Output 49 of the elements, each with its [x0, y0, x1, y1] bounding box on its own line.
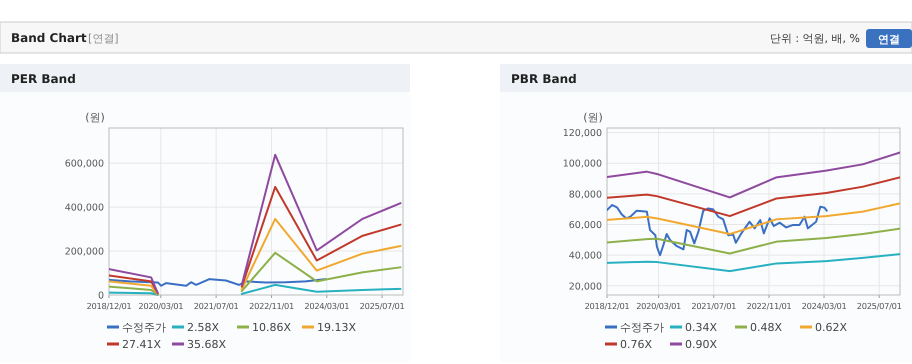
legend-label: 수정주가 — [620, 321, 664, 334]
x-tick-label: 2024/03/01 — [304, 301, 350, 311]
line-series — [607, 228, 900, 254]
y-axis-title: (원) — [85, 111, 105, 124]
legend-label: 27.41X — [122, 338, 162, 351]
x-tick-label: 2020/03/01 — [636, 301, 682, 311]
y-tick-label: 120,000 — [562, 128, 602, 140]
legend-label: 35.68X — [187, 338, 226, 351]
legend-label: 19.13X — [317, 321, 356, 334]
line-series — [607, 204, 828, 256]
x-tick-label: 2021/07/01 — [691, 301, 736, 311]
y-tick-label: 200,000 — [64, 246, 104, 258]
legend-label: 2.58X — [187, 321, 220, 334]
x-tick-label: 2018/12/01 — [584, 301, 630, 311]
line-series — [607, 152, 900, 198]
legend-label: 10.86X — [252, 321, 292, 334]
legend-label: 수정주가 — [122, 321, 166, 334]
x-tick-label: 2024/03/01 — [802, 301, 846, 311]
y-tick-label: 600,000 — [64, 158, 104, 170]
legend-label: 0.62X — [815, 321, 848, 334]
line-series — [607, 253, 900, 272]
x-tick-label: 2022/11/01 — [249, 301, 294, 311]
line-series — [607, 176, 900, 218]
line-series — [607, 202, 900, 236]
legend-label: 0.34X — [685, 321, 718, 334]
x-tick-label: 2022/11/01 — [746, 301, 792, 311]
text: Band Chart — [11, 31, 87, 45]
x-tick-label: 2025/07/01 — [360, 301, 405, 311]
y-tick-label: 100,000 — [562, 158, 602, 170]
y-tick-label: 40,000 — [568, 250, 602, 262]
chart-title: PER Band — [11, 72, 76, 86]
text: 연결 — [878, 33, 900, 46]
line-series — [109, 278, 327, 287]
y-tick-label: 80,000 — [568, 189, 602, 200]
text: 단위 : 억원, 배, % — [770, 32, 860, 45]
y-tick-label: 400,000 — [64, 202, 104, 214]
legend-label: 0.76X — [620, 338, 652, 351]
chart-title: PBR Band — [511, 72, 577, 86]
y-tick-label: 20,000 — [568, 281, 602, 292]
legend-label: 0.48X — [750, 321, 782, 334]
x-tick-label: 2020/03/01 — [138, 301, 184, 311]
x-tick-label: 2018/12/01 — [86, 301, 132, 311]
x-tick-label: 2021/07/01 — [194, 301, 239, 311]
text: [연결] — [88, 32, 119, 45]
y-tick-label: 60,000 — [568, 220, 602, 232]
y-axis-title: (원) — [583, 111, 603, 124]
legend-label: 0.90X — [685, 338, 718, 351]
y-tick-label: 0 — [98, 290, 104, 302]
x-tick-label: 2025/07/01 — [856, 301, 902, 311]
